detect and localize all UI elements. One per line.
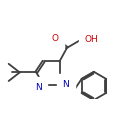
Text: N: N [35, 83, 42, 92]
Text: N: N [63, 80, 69, 89]
Text: O: O [51, 34, 58, 43]
Text: OH: OH [85, 35, 98, 44]
